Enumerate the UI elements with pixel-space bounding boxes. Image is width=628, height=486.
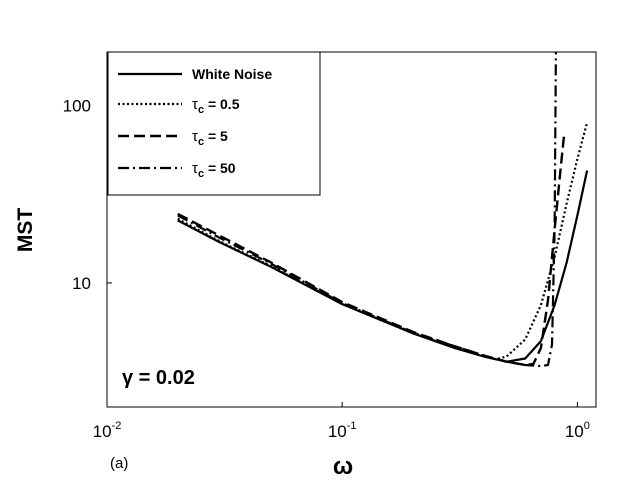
legend-box bbox=[107, 51, 321, 196]
legend: White Noise τc = 0.5 τc = 5 τc = 50 bbox=[107, 51, 321, 196]
x-tick-label: 100 bbox=[565, 420, 590, 441]
legend-label-2: τc = 0.5 bbox=[192, 96, 240, 116]
x-axis-ticks: 10-2 10-1 100 bbox=[93, 402, 590, 441]
legend-label-1: White Noise bbox=[192, 66, 272, 82]
x-tick-label: 10-1 bbox=[328, 420, 357, 441]
x-axis-label: ω bbox=[333, 453, 353, 480]
y-tick-label: 100 bbox=[63, 96, 91, 115]
gamma-annotation: γ = 0.02 bbox=[122, 367, 195, 389]
y-axis-label: MST bbox=[14, 208, 37, 253]
y-tick-label: 10 bbox=[72, 274, 91, 293]
series-line-4 bbox=[177, 51, 557, 368]
y-axis-ticks: 10 100 bbox=[63, 96, 112, 293]
x-tick-label: 10-2 bbox=[93, 420, 122, 441]
legend-label-3: τc = 5 bbox=[192, 128, 228, 148]
panel-label: (a) bbox=[110, 455, 128, 472]
series-line-2 bbox=[177, 122, 589, 361]
legend-label-4: τc = 50 bbox=[192, 160, 236, 180]
plot-frame bbox=[106, 51, 597, 408]
series-curves bbox=[177, 51, 589, 368]
series-line-1 bbox=[177, 170, 589, 363]
